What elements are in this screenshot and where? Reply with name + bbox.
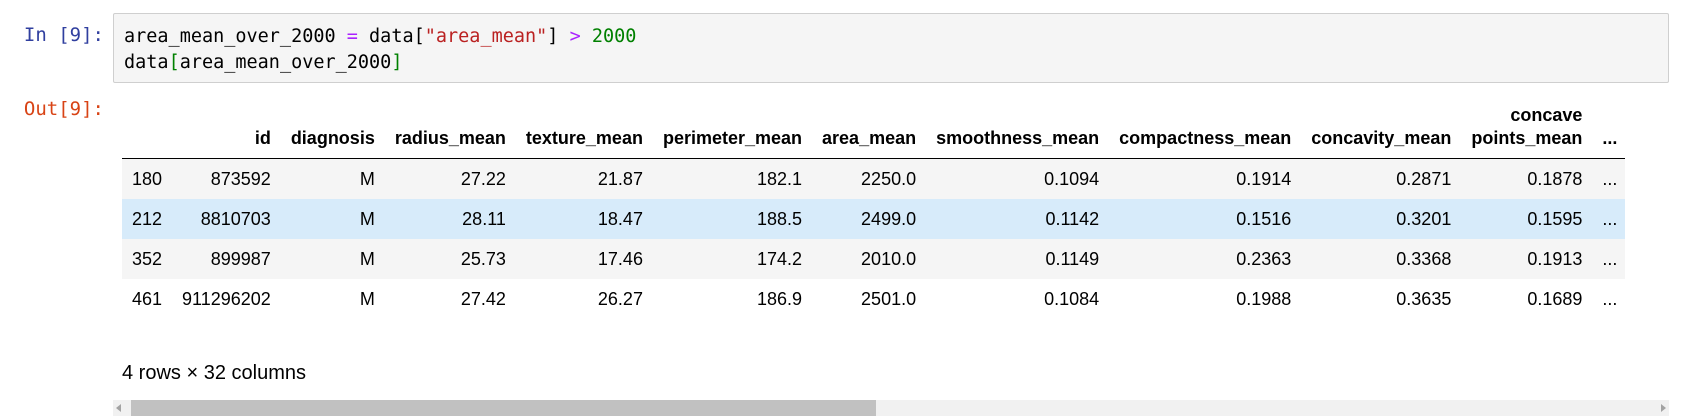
table-cell: 0.1084 — [1044, 288, 1100, 309]
code-text[interactable]: area_mean_over_2000 = data["area_mean"] … — [124, 24, 636, 76]
table-cell: M — [359, 208, 375, 229]
code-line-2: data[area_mean_over_2000] — [124, 52, 402, 73]
table-cell: 873592 — [210, 168, 271, 189]
table-cell: 25.73 — [460, 248, 506, 269]
column-header: texture_mean — [515, 104, 653, 159]
table-cell: M — [359, 248, 375, 269]
output-prompt: Out[9]: — [23, 98, 104, 120]
table-row: 180 873592 M 27.22 21.87 182.1 2250.0 0.1094 0.1… — [122, 158, 1626, 199]
code-token-bracket: ] — [391, 52, 403, 73]
table-header-row: id diagnosis radius_mean texture_mean perime… — [122, 104, 1626, 159]
dataframe-table: id diagnosis radius_mean texture_mean perime… — [122, 104, 1626, 320]
table-row: 461 911296202 M 27.42 26.27 186.9 2501.0 0.1084… — [122, 279, 1625, 319]
code-line-1: area_mean_over_2000 = data["area_mean"] … — [124, 26, 636, 47]
table-cell: M — [359, 168, 375, 189]
table-cell: 0.3635 — [1396, 288, 1452, 309]
code-token-bracket: [ — [168, 52, 180, 73]
row-index-cell: 461 — [132, 288, 163, 309]
table-cell: 0.1914 — [1236, 168, 1292, 189]
table-cell: 899987 — [210, 248, 271, 269]
table-cell: 8810703 — [200, 208, 271, 229]
table-header: id diagnosis radius_mean texture_mean perime… — [122, 104, 1626, 159]
table-cell: 0.2363 — [1236, 248, 1292, 269]
code-token-variable: area_mean_over_2000 — [179, 52, 392, 73]
ellipsis-column-header: ... — [1592, 104, 1626, 159]
table-cell: 2501.0 — [861, 288, 917, 309]
table-cell: 0.1149 — [1045, 248, 1100, 269]
column-header: area_mean — [812, 104, 927, 159]
table-cell: ... — [1602, 208, 1618, 229]
table-cell: 0.1516 — [1236, 208, 1292, 229]
code-token-operator: > — [569, 26, 581, 47]
table-cell: 0.1913 — [1527, 248, 1583, 269]
code-token-object: data — [124, 52, 169, 73]
table-cell: 2499.0 — [861, 208, 917, 229]
table-row: 212 8810703 M 28.11 18.47 188.5 2499.0 0.1142 0.… — [122, 199, 1626, 239]
code-input-area[interactable]: area_mean_over_2000 = data["area_mean"] … — [113, 13, 1669, 83]
column-header: diagnosis — [280, 104, 385, 159]
code-token-assign: = — [335, 26, 370, 47]
input-prompt: In [9]: — [23, 24, 104, 46]
code-token-bracket: ] — [547, 26, 570, 47]
table-cell: 0.3201 — [1396, 208, 1452, 229]
code-token-variable: area_mean_over_2000 — [124, 26, 336, 47]
table-cell: 21.87 — [597, 168, 643, 189]
table-cell: 0.1878 — [1527, 168, 1583, 189]
table-cell: ... — [1602, 168, 1618, 189]
code-token-object: data[ — [369, 26, 425, 47]
table-cell: 27.42 — [460, 288, 506, 309]
column-header: smoothness_mean — [926, 104, 1110, 159]
table-cell: 174.2 — [756, 248, 803, 269]
table-cell: 0.1595 — [1527, 208, 1583, 229]
row-index-cell: 212 — [132, 208, 163, 229]
column-header: concavity_mean — [1301, 104, 1462, 159]
table-cell: 0.1988 — [1236, 288, 1292, 309]
table-cell: 0.3368 — [1396, 248, 1452, 269]
table-cell: 26.27 — [597, 288, 643, 309]
table-row: 352 899987 M 25.73 17.46 174.2 2010.0 0.1149 0.2… — [122, 239, 1626, 279]
table-cell: 911296202 — [182, 288, 271, 309]
table-cell: 188.5 — [756, 208, 803, 229]
index-header — [122, 104, 173, 159]
code-token-number: 2000 — [580, 26, 637, 47]
column-header: radius_mean — [384, 104, 516, 159]
table-cell: 0.2871 — [1396, 168, 1452, 189]
table-cell: 2010.0 — [861, 248, 917, 269]
table-cell: 27.22 — [460, 168, 506, 189]
scroll-right-arrow-icon[interactable] — [1661, 404, 1666, 412]
horizontal-scrollbar[interactable] — [113, 400, 1669, 416]
column-header: concave points_mean — [1461, 104, 1593, 159]
dataframe-shape-note: 4 rows × 32 columns — [122, 362, 306, 384]
scroll-left-arrow-icon[interactable] — [116, 404, 121, 412]
table-cell: M — [359, 288, 375, 309]
row-index-cell: 180 — [132, 168, 163, 189]
table-cell: 17.46 — [597, 248, 643, 269]
table-cell: 0.1142 — [1045, 208, 1100, 229]
column-header: id — [172, 104, 281, 159]
table-body: 180 873592 M 27.22 21.87 182.1 2250.0 0.1094 0.1… — [122, 158, 1626, 320]
table-cell: ... — [1602, 288, 1618, 309]
table-cell: ... — [1602, 248, 1618, 269]
column-header: perimeter_mean — [652, 104, 813, 159]
table-cell: 0.1689 — [1527, 288, 1583, 309]
code-token-string: "area_mean" — [424, 26, 548, 47]
column-header: compactness_mean — [1109, 104, 1302, 159]
table-cell: 2250.0 — [861, 168, 917, 189]
table-cell: 186.9 — [756, 288, 803, 309]
scrollbar-thumb[interactable] — [131, 400, 876, 416]
output-area: id diagnosis radius_mean texture_mean perime… — [122, 104, 1669, 319]
table-cell: 28.11 — [462, 208, 506, 229]
table-cell: 18.47 — [597, 208, 643, 229]
table-cell: 182.1 — [756, 168, 803, 189]
row-index-cell: 352 — [132, 248, 163, 269]
table-cell: 0.1094 — [1044, 168, 1100, 189]
